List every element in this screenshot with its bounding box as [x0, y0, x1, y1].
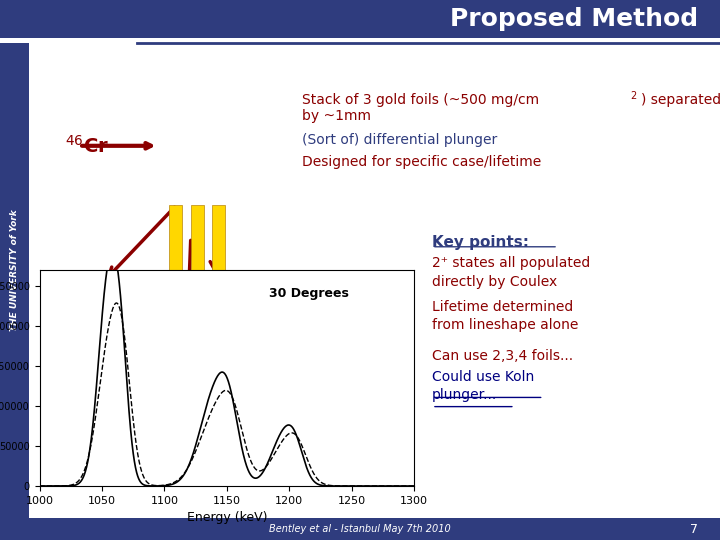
Text: 2⁺ states all populated
directly by Coulex: 2⁺ states all populated directly by Coul…: [432, 256, 590, 289]
Text: Proposed Method: Proposed Method: [450, 7, 698, 31]
Bar: [191, 205, 204, 351]
Text: $^{46}$Cr: $^{46}$Cr: [65, 135, 109, 157]
Text: Bentley et al - Istanbul May 7th 2010: Bentley et al - Istanbul May 7th 2010: [269, 524, 451, 534]
Bar: [0, 518, 720, 540]
Text: 2: 2: [630, 91, 636, 101]
Text: Stack of 3 gold foils (~500 mg/cm: Stack of 3 gold foils (~500 mg/cm: [302, 93, 539, 107]
Text: by ~1mm: by ~1mm: [302, 109, 372, 123]
Text: Key points:: Key points:: [432, 235, 529, 251]
Text: Lifetime determined
from lineshape alone: Lifetime determined from lineshape alone: [432, 300, 578, 332]
Text: Could use Koln
plunger...: Could use Koln plunger...: [432, 370, 534, 402]
Text: Designed for specific case/lifetime: Designed for specific case/lifetime: [302, 155, 541, 169]
Text: ) separated: ) separated: [641, 93, 720, 107]
Text: THE UNIVERSITY of York: THE UNIVERSITY of York: [10, 209, 19, 331]
Text: 7: 7: [690, 523, 698, 536]
Text: (Sort of) differential plunger: (Sort of) differential plunger: [302, 133, 498, 147]
X-axis label: Energy (keV): Energy (keV): [186, 511, 267, 524]
Text: Can use 2,3,4 foils...: Can use 2,3,4 foils...: [432, 349, 573, 363]
Bar: [169, 205, 182, 351]
Bar: [0, 43, 29, 518]
Bar: [0, 0, 720, 38]
Text: 30 Degrees: 30 Degrees: [269, 287, 349, 300]
Bar: [212, 205, 225, 351]
